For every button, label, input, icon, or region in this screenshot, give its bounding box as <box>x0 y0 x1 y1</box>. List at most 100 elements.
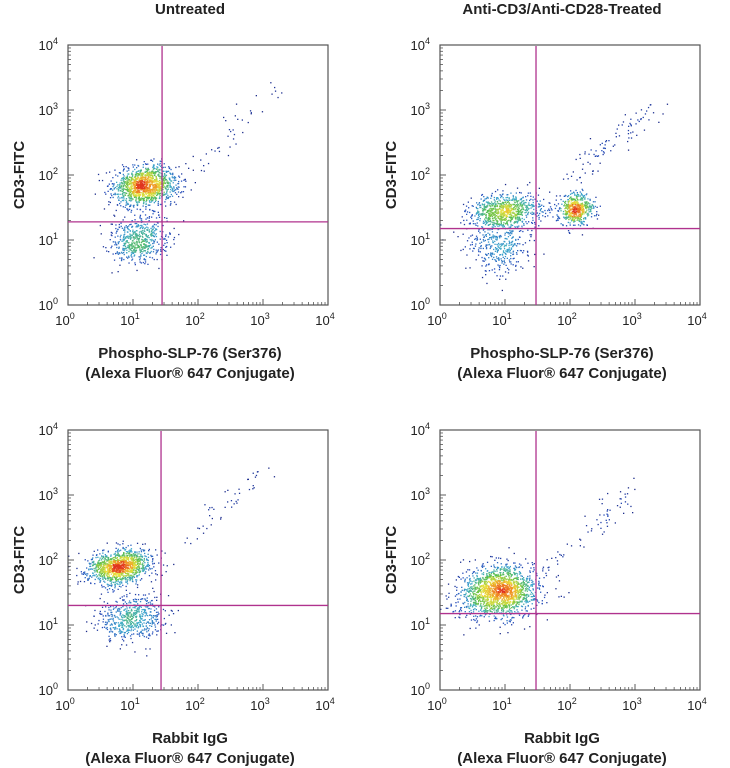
event-point <box>520 209 522 211</box>
event-point <box>151 189 154 191</box>
event-point <box>176 188 178 190</box>
event-point <box>129 592 131 594</box>
event-point <box>503 222 505 224</box>
event-point <box>150 188 152 191</box>
event-point <box>150 184 152 186</box>
event-point <box>128 173 130 175</box>
event-point <box>621 124 623 126</box>
event-point <box>125 551 128 553</box>
event-point <box>163 185 165 187</box>
event-point <box>508 197 510 199</box>
event-point <box>532 199 534 201</box>
event-point <box>138 240 140 242</box>
event-point <box>497 244 499 246</box>
event-point <box>136 188 138 190</box>
event-point <box>149 191 151 194</box>
event-point <box>117 617 119 619</box>
event-point <box>154 200 157 203</box>
event-point <box>150 233 152 236</box>
event-point <box>112 608 115 610</box>
event-point <box>141 618 143 620</box>
event-point <box>115 243 118 246</box>
event-point <box>128 610 130 612</box>
x-tick-label: 100 <box>427 311 446 328</box>
y-tick-label: 104 <box>39 36 58 53</box>
event-point <box>563 205 565 207</box>
event-point <box>130 223 132 225</box>
event-point <box>151 246 153 248</box>
event-point <box>630 137 633 139</box>
event-point <box>512 230 514 232</box>
event-point <box>137 177 140 179</box>
event-point <box>569 196 572 199</box>
event-point <box>476 211 478 214</box>
event-point <box>594 201 596 203</box>
event-point <box>135 232 137 235</box>
event-point <box>125 204 127 206</box>
event-point <box>84 559 86 561</box>
event-point <box>107 550 109 552</box>
event-point <box>121 582 123 584</box>
event-point <box>137 569 140 571</box>
event-point <box>505 237 507 240</box>
event-point <box>152 188 154 190</box>
event-point <box>507 211 509 213</box>
event-point <box>152 192 155 194</box>
event-point <box>134 246 136 248</box>
event-point <box>530 198 532 200</box>
event-point <box>143 187 145 189</box>
event-point <box>133 242 135 245</box>
event-point <box>114 623 116 625</box>
event-point <box>155 618 157 621</box>
event-point <box>105 606 107 608</box>
event-point <box>494 215 496 217</box>
event-point <box>483 204 485 206</box>
event-point <box>489 203 491 205</box>
event-point <box>576 179 578 181</box>
event-point <box>156 615 158 618</box>
event-point <box>479 204 482 206</box>
event-point <box>136 230 138 232</box>
event-point <box>155 229 157 231</box>
event-point <box>138 196 140 198</box>
event-point <box>100 559 103 561</box>
event-point <box>137 244 139 246</box>
event-point <box>110 193 112 195</box>
event-point <box>505 215 507 217</box>
event-point <box>118 184 120 186</box>
event-point <box>169 196 171 198</box>
event-point <box>146 223 149 225</box>
event-point <box>489 233 491 235</box>
event-point <box>466 219 468 221</box>
event-point <box>584 151 586 153</box>
event-point <box>121 177 123 180</box>
event-point <box>125 619 127 621</box>
event-point <box>138 178 140 181</box>
event-point <box>164 217 166 219</box>
event-point <box>127 629 129 632</box>
event-point <box>518 230 521 232</box>
event-point <box>495 205 497 207</box>
event-point <box>521 205 523 207</box>
event-point <box>614 144 616 146</box>
event-point <box>531 203 533 206</box>
event-point <box>76 574 78 577</box>
event-point <box>151 230 153 232</box>
event-point <box>122 182 124 185</box>
event-point <box>530 204 532 207</box>
event-point <box>110 223 112 225</box>
event-point <box>579 214 582 216</box>
event-point <box>503 198 505 201</box>
tick-base: 10 <box>315 313 329 328</box>
event-point <box>143 610 146 613</box>
event-point <box>585 206 588 208</box>
event-point <box>127 257 129 259</box>
event-point <box>150 179 152 181</box>
event-point <box>111 194 113 197</box>
event-point <box>148 194 150 196</box>
event-point <box>247 121 249 124</box>
event-point <box>491 237 493 239</box>
event-point <box>586 209 588 211</box>
event-point <box>519 205 521 207</box>
event-point <box>515 211 517 213</box>
